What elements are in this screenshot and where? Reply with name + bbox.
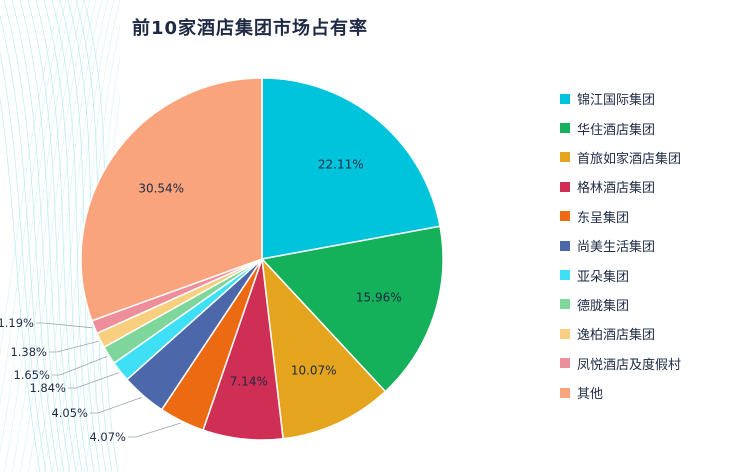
leader-line <box>36 322 93 329</box>
legend-item: 锦江国际集团 <box>560 84 681 113</box>
legend-item: 亚朵集团 <box>560 260 681 289</box>
legend-item: 逸柏酒店集团 <box>560 319 681 348</box>
legend-swatch <box>560 240 570 251</box>
data-label: 7.14% <box>230 374 268 388</box>
legend-item: 尚美生活集团 <box>560 231 681 260</box>
pie-slice <box>80 77 263 322</box>
legend-swatch <box>560 358 570 369</box>
legend-item: 凤悦酒店及度假村 <box>560 349 681 378</box>
legend-swatch <box>560 152 570 163</box>
legend-swatch <box>560 328 570 339</box>
legend-label: 华住酒店集团 <box>577 122 656 138</box>
legend-swatch <box>560 387 570 398</box>
legend-label: 东呈集团 <box>577 210 630 226</box>
legend-swatch <box>560 123 570 134</box>
legend-item: 东呈集团 <box>560 202 681 231</box>
legend-item: 华住酒店集团 <box>560 113 681 142</box>
pie-slice <box>261 77 441 260</box>
data-label: 1.84% <box>29 381 66 395</box>
legend-swatch <box>560 211 570 222</box>
legend-label: 尚美生活集团 <box>577 240 656 256</box>
legend-swatch <box>560 93 570 104</box>
leader-line <box>49 340 99 353</box>
data-label: 1.65% <box>13 368 50 382</box>
leader-line <box>128 422 181 438</box>
leader-line <box>52 356 108 376</box>
legend-item: 德胧集团 <box>560 290 681 319</box>
data-label: 4.05% <box>51 406 88 420</box>
chart-legend: 锦江国际集团 华住酒店集团首旅如家酒店集团 格林酒店集团 东呈集团尚美生活集团 亚朵集团… <box>560 84 681 407</box>
data-label: 10.07% <box>291 364 337 378</box>
chart-title: 前10家酒店集团市场占有率 <box>131 18 369 39</box>
legend-item: 首旅如家酒店集团 <box>560 143 681 172</box>
legend-label: 逸柏酒店集团 <box>577 328 656 344</box>
pie-slice <box>260 225 444 393</box>
data-label: 15.96% <box>356 291 402 305</box>
legend-label: 德胧集团 <box>577 298 630 314</box>
data-label: 1.19% <box>0 316 34 330</box>
legend-label: 格林酒店集团 <box>577 181 656 197</box>
legend-label: 凤悦酒店及度假村 <box>577 357 682 373</box>
legend-swatch <box>560 299 570 310</box>
data-label: 1.38% <box>10 345 47 359</box>
legend-label: 首旅如家酒店集团 <box>577 151 682 167</box>
legend-label: 锦江国际集团 <box>577 93 656 109</box>
legend-item: 格林酒店集团 <box>560 172 681 201</box>
data-label: 4.07% <box>89 430 126 444</box>
data-label: 22.11% <box>318 157 364 171</box>
legend-swatch <box>560 181 570 192</box>
pie-slice <box>260 256 387 440</box>
leader-line <box>68 372 119 389</box>
legend-label: 其他 <box>577 387 604 403</box>
data-label: 30.54% <box>138 181 184 195</box>
legend-swatch <box>560 270 570 281</box>
legend-label: 亚朵集团 <box>577 269 630 285</box>
leader-line <box>90 396 143 414</box>
legend-item: 其他 <box>560 378 681 407</box>
